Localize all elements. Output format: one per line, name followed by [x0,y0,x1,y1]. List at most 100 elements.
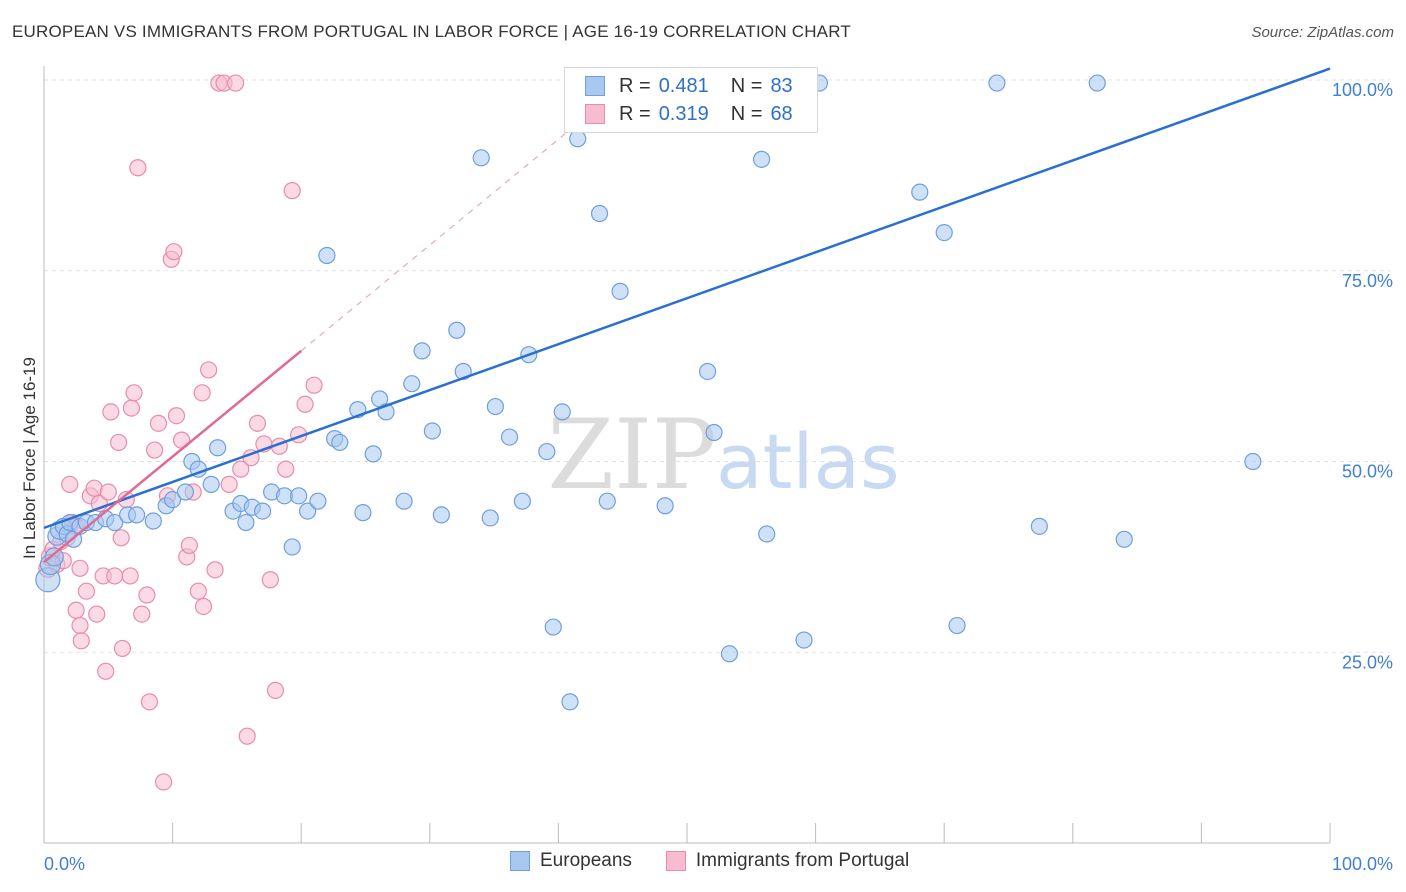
data-point-europeans [290,487,308,505]
data-point-europeans [590,204,609,223]
data-point-immigrants [296,395,314,413]
legend-row-immigrants: R = 0.319 N = 68 [585,102,815,126]
source-label: Source: ZipAtlas.com [1251,24,1394,41]
gridlines [44,79,1390,653]
stats-legend: R = 0.481 N = 83 R = 0.319 N = 68 [564,67,818,133]
data-point-immigrants [106,567,124,585]
data-point-immigrants [122,399,141,417]
data-point-immigrants [77,582,96,600]
data-point-europeans [935,224,953,242]
data-point-immigrants [238,727,256,745]
data-point-immigrants [88,605,106,623]
data-point-europeans [299,502,317,520]
data-point-europeans [553,403,571,421]
legend-r-value: 0.481 [658,74,709,97]
watermark-atlas: atlas [716,417,900,506]
data-point-europeans [656,497,674,515]
data-point-immigrants [145,441,164,459]
x-tick-label: 0.0% [44,854,85,874]
data-point-immigrants [200,361,218,379]
data-point-immigrants [112,529,130,547]
trend-line-immigrants-extension [300,117,585,352]
y-tick-label: 75.0% [1342,271,1393,291]
data-point-europeans [720,645,739,663]
data-point-europeans [948,616,966,635]
data-point-europeans [538,442,556,461]
series-immigrants-points [38,74,323,791]
data-point-europeans [988,74,1006,92]
data-point-europeans [423,422,441,440]
data-point-europeans [432,506,450,524]
data-point-immigrants [72,632,90,650]
data-point-immigrants [67,601,85,619]
data-point-europeans [354,504,372,522]
legend-swatch-blue [585,76,605,96]
y-tick-label: 100.0% [1332,80,1393,100]
data-point-immigrants [97,662,115,680]
data-point-immigrants [138,586,156,604]
legend-n-label: N = [730,74,763,97]
trend-line-europeans [43,67,1331,530]
data-point-europeans [758,525,776,543]
data-point-europeans [911,183,929,201]
legend-swatch-blue [510,851,530,871]
data-point-europeans [598,492,616,510]
data-point-immigrants [165,243,183,261]
data-point-europeans [500,428,519,446]
data-point-immigrants [129,159,147,177]
legend-row-europeans: R = 0.481 N = 83 [585,74,815,98]
data-point-europeans [569,130,587,148]
data-point-immigrants [102,403,120,421]
data-point-immigrants [121,567,139,585]
data-point-europeans [413,342,431,360]
legend-item-europeans: Europeans [510,850,632,872]
legend-n-value: 83 [770,74,793,97]
data-point-europeans [698,362,717,381]
data-point-europeans [752,150,771,168]
data-point-immigrants [232,460,250,478]
data-point-europeans [331,433,349,452]
data-point-europeans [164,491,182,509]
data-point-europeans [513,492,531,510]
axes [43,66,1331,844]
chart-title: EUROPEAN VS IMMIGRANTS FROM PORTUGAL IN … [12,22,851,41]
data-point-europeans [364,445,382,463]
data-point-europeans [209,439,227,457]
data-point-immigrants [61,475,79,493]
x-tick-label: 100.0% [1332,854,1393,874]
data-point-immigrants [140,693,159,711]
data-point-immigrants [125,384,143,402]
data-point-immigrants [133,605,151,623]
data-point-immigrants [227,74,245,92]
data-point-immigrants [71,559,89,577]
data-point-immigrants [193,384,211,402]
watermark-zip: ZIP [547,399,716,511]
data-point-europeans [106,513,124,532]
data-point-europeans [395,492,413,510]
legend-r-value: 0.319 [658,102,709,125]
y-tick-label: 50.0% [1342,462,1393,482]
legend-n-label: N = [730,102,763,125]
data-point-immigrants [180,536,198,555]
legend-swatch-pink [665,851,686,871]
data-point-immigrants [149,414,168,432]
data-point-europeans [254,502,272,520]
legend-label-europeans: Europeans [540,850,632,871]
trend-lines [43,67,1331,564]
data-point-europeans [448,321,466,339]
legend-item-immigrants: Immigrants from Portugal [665,850,909,872]
data-point-europeans [481,509,499,527]
data-point-immigrants [167,407,186,425]
data-point-europeans [202,475,220,493]
data-point-immigrants [109,433,128,452]
data-point-europeans [544,618,562,636]
data-point-immigrants [283,182,301,200]
series-legend: Europeans Immigrants from Portugal [510,850,943,872]
data-point-immigrants [189,582,207,600]
data-point-europeans [1244,452,1262,471]
data-point-europeans [283,538,301,556]
data-point-europeans [486,397,504,416]
data-point-europeans [1088,74,1106,92]
data-point-europeans [403,375,421,393]
